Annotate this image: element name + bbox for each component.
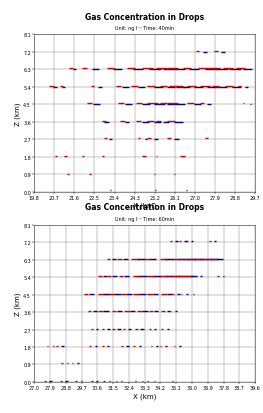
Text: Gas Concentration in Drops: Gas Concentration in Drops <box>85 13 204 22</box>
Y-axis label: Z (km): Z (km) <box>15 102 21 125</box>
Y-axis label: Z (km): Z (km) <box>15 292 21 315</box>
X-axis label: X (km): X (km) <box>133 392 156 399</box>
Text: Unit: ng l⁻¹ Time: 40min: Unit: ng l⁻¹ Time: 40min <box>115 26 174 31</box>
Text: Gas Concentration in Drops: Gas Concentration in Drops <box>85 203 204 212</box>
Text: Unit: ng l⁻¹ Time: 60min: Unit: ng l⁻¹ Time: 60min <box>115 216 174 221</box>
X-axis label: X (km): X (km) <box>133 202 156 209</box>
